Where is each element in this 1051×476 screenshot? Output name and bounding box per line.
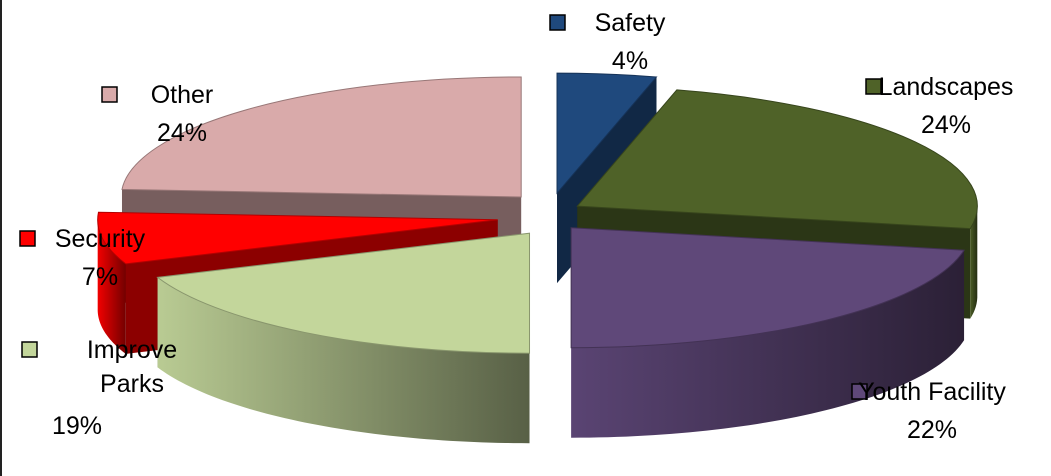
pie-slice-top <box>97 211 498 265</box>
pie-slice-top <box>121 76 522 198</box>
pie-slice-side <box>97 219 126 354</box>
slice-name-label: Landscapes <box>879 73 1014 101</box>
slice-name-label: Safety <box>595 9 666 37</box>
slice-label-landscapes: Landscapes 24% <box>865 73 1014 139</box>
legend-swatch <box>865 78 882 95</box>
pie-slice-top <box>556 72 658 195</box>
slice-label-other: Other 24% <box>101 81 214 147</box>
pie-slice-top <box>570 227 965 349</box>
pie-slice-youth-facility <box>570 227 965 438</box>
slice-value-label: 24% <box>157 119 207 147</box>
slice-label-improve-parks: Improve Parks 19% <box>21 336 177 440</box>
slice-label-safety: Safety 4% <box>549 9 666 75</box>
pie-slice-side <box>970 207 978 319</box>
slice-value-label: 7% <box>82 263 118 291</box>
slice-name-label: Improve <box>87 336 177 364</box>
slice-name-label: Other <box>151 81 214 109</box>
slice-name-label-2: Parks <box>100 370 164 398</box>
slice-value-label: 22% <box>907 416 957 444</box>
slice-name-label: Security <box>55 225 146 253</box>
legend-swatch <box>549 14 566 31</box>
pie-slice-top <box>156 232 531 354</box>
legend-swatch <box>101 86 118 103</box>
pie-slice-side <box>157 277 530 444</box>
slice-label-youth-facility: Youth Facility 22% <box>851 378 1006 444</box>
slice-label-security: Security 7% <box>19 225 146 291</box>
legend-swatch <box>851 383 868 400</box>
pie-slice-top <box>576 89 978 230</box>
pie-slice-improve-parks <box>156 232 531 444</box>
slice-value-label: 4% <box>612 47 648 75</box>
slice-value-label: 24% <box>921 111 971 139</box>
slice-name-label: Youth Facility <box>858 378 1006 406</box>
legend-swatch <box>21 341 38 358</box>
legend-swatch <box>19 230 36 247</box>
slice-value-label: 19% <box>52 412 102 440</box>
